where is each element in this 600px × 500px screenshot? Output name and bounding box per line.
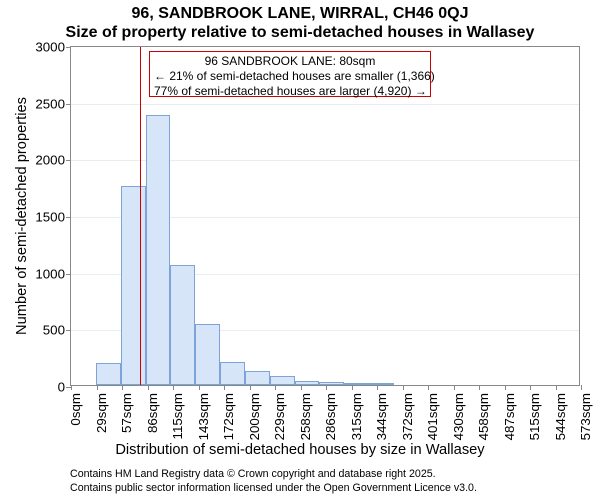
plot-area: 0500100015002000250030000sqm29sqm57sqm86… <box>70 46 580 386</box>
histogram-bar <box>96 363 121 385</box>
x-tick-mark <box>454 385 455 390</box>
annotation-line-1: 96 SANDBROOK LANE: 80sqm <box>154 54 426 69</box>
x-tick-mark <box>224 385 225 390</box>
histogram-bar <box>344 383 369 385</box>
histogram-bar <box>319 382 344 385</box>
histogram-bar <box>195 324 220 385</box>
x-tick-mark <box>250 385 251 390</box>
histogram-bar <box>270 376 295 385</box>
footer-line-1: Contains HM Land Registry data © Crown c… <box>70 468 477 482</box>
y-tick-label: 500 <box>43 323 71 338</box>
x-tick-mark <box>377 385 378 390</box>
x-tick-label: 229sqm <box>272 393 287 440</box>
x-tick-mark <box>326 385 327 390</box>
x-tick-label: 0sqm <box>68 393 83 426</box>
x-tick-mark <box>301 385 302 390</box>
x-tick-label: 515sqm <box>527 393 542 440</box>
x-tick-label: 573sqm <box>578 393 593 440</box>
y-tick-label: 2500 <box>35 96 71 111</box>
chart-title: 96, SANDBROOK LANE, WIRRAL, CH46 0QJ Siz… <box>0 4 600 42</box>
x-tick-label: 286sqm <box>323 393 338 440</box>
x-tick-mark <box>556 385 557 390</box>
x-tick-mark <box>71 385 72 390</box>
y-axis-label: Number of semi-detached properties <box>14 97 30 335</box>
x-tick-mark <box>122 385 123 390</box>
annotation-line-3: 77% of semi-detached houses are larger (… <box>154 84 426 99</box>
x-tick-mark <box>275 385 276 390</box>
x-tick-label: 401sqm <box>425 393 440 440</box>
x-tick-label: 200sqm <box>247 393 262 440</box>
y-tick-label: 2000 <box>35 153 71 168</box>
histogram-bar <box>295 381 320 385</box>
x-tick-mark <box>403 385 404 390</box>
title-line-1: 96, SANDBROOK LANE, WIRRAL, CH46 0QJ <box>0 4 600 23</box>
x-tick-mark <box>530 385 531 390</box>
x-tick-mark <box>581 385 582 390</box>
x-axis-label: Distribution of semi-detached houses by … <box>0 442 600 458</box>
y-tick-label: 1000 <box>35 266 71 281</box>
x-tick-label: 487sqm <box>502 393 517 440</box>
x-tick-mark <box>173 385 174 390</box>
x-tick-label: 544sqm <box>553 393 568 440</box>
y-tick-label: 3000 <box>35 40 71 55</box>
x-tick-mark <box>148 385 149 390</box>
title-line-2: Size of property relative to semi-detach… <box>0 23 600 42</box>
footer-line-2: Contains public sector information licen… <box>70 482 477 496</box>
x-tick-label: 315sqm <box>349 393 364 440</box>
x-tick-label: 430sqm <box>451 393 466 440</box>
x-tick-label: 29sqm <box>94 393 109 433</box>
y-gridline <box>71 104 579 105</box>
x-tick-label: 258sqm <box>298 393 313 440</box>
footer-attribution: Contains HM Land Registry data © Crown c… <box>70 468 477 496</box>
y-tick-label: 1500 <box>35 210 71 225</box>
x-tick-mark <box>352 385 353 390</box>
chart-container: 96, SANDBROOK LANE, WIRRAL, CH46 0QJ Siz… <box>0 0 600 500</box>
histogram-bar <box>369 383 394 385</box>
x-tick-mark <box>479 385 480 390</box>
x-tick-label: 57sqm <box>119 393 134 433</box>
x-tick-mark <box>199 385 200 390</box>
x-tick-mark <box>428 385 429 390</box>
histogram-bar <box>146 115 171 385</box>
annotation-box: 96 SANDBROOK LANE: 80sqm ← 21% of semi-d… <box>149 51 431 97</box>
property-marker-line <box>140 47 141 385</box>
annotation-line-2: ← 21% of semi-detached houses are smalle… <box>154 69 426 84</box>
histogram-bar <box>245 371 270 385</box>
x-tick-label: 458sqm <box>476 393 491 440</box>
histogram-bar <box>170 265 195 385</box>
x-tick-label: 86sqm <box>145 393 160 433</box>
histogram-bar <box>121 186 146 385</box>
x-tick-label: 344sqm <box>374 393 389 440</box>
x-tick-label: 115sqm <box>170 393 185 439</box>
x-tick-mark <box>505 385 506 390</box>
x-tick-label: 143sqm <box>196 393 211 440</box>
x-tick-mark <box>97 385 98 390</box>
x-tick-label: 172sqm <box>221 393 236 440</box>
histogram-bar <box>220 362 245 385</box>
x-tick-label: 372sqm <box>400 393 415 440</box>
